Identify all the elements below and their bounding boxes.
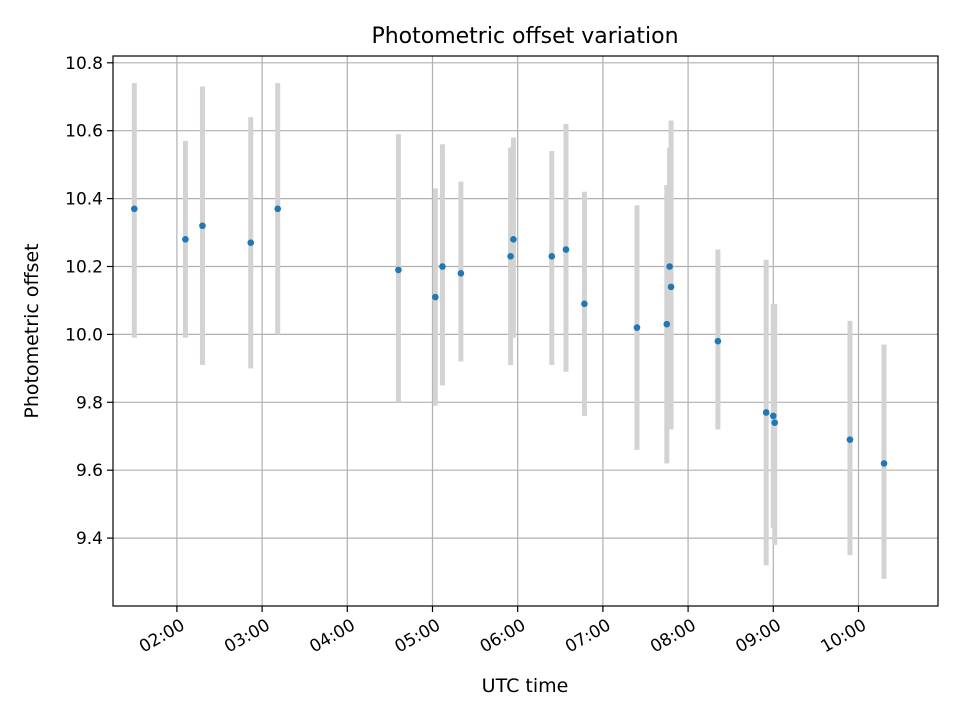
data-point xyxy=(507,253,514,260)
data-point xyxy=(247,239,255,247)
data-point xyxy=(666,263,673,270)
data-point xyxy=(548,253,556,260)
data-point xyxy=(762,409,770,416)
data-point xyxy=(510,236,517,243)
y-tick-label: 10.0 xyxy=(65,325,103,345)
y-tick-label: 9.8 xyxy=(76,393,103,413)
data-point xyxy=(667,283,675,291)
data-point xyxy=(771,419,779,426)
data-point xyxy=(633,324,641,331)
data-point xyxy=(714,337,722,345)
data-point xyxy=(562,246,570,253)
axes-frame xyxy=(112,55,939,607)
data-point xyxy=(395,266,402,274)
data-point xyxy=(846,436,854,443)
data-point xyxy=(439,263,446,270)
data-point xyxy=(274,205,282,213)
y-tick-label: 9.6 xyxy=(76,461,103,481)
y-tick-label: 10.6 xyxy=(65,122,103,142)
y-axis-ticks: 9.4 9.6 9.8 10.0 10.2 10.4 10.6 10.8 xyxy=(65,54,113,549)
chart-title: Photometric offset variation xyxy=(371,24,678,49)
x-axis-label: UTC time xyxy=(482,675,569,697)
data-point xyxy=(663,320,671,328)
data-point xyxy=(457,269,465,277)
data-point xyxy=(199,222,206,230)
data-point xyxy=(130,205,138,213)
data-point xyxy=(432,293,439,301)
data-point xyxy=(581,300,588,308)
y-tick-label: 9.4 xyxy=(76,529,103,549)
data-point xyxy=(880,460,888,467)
data-points xyxy=(130,205,888,467)
data-point xyxy=(182,236,189,243)
data-point xyxy=(769,412,777,420)
y-tick-label: 10.4 xyxy=(65,190,103,210)
y-axis-label: Photometric offset xyxy=(21,243,43,418)
y-tick-label: 10.2 xyxy=(65,257,103,277)
y-tick-label: 10.8 xyxy=(65,54,103,74)
